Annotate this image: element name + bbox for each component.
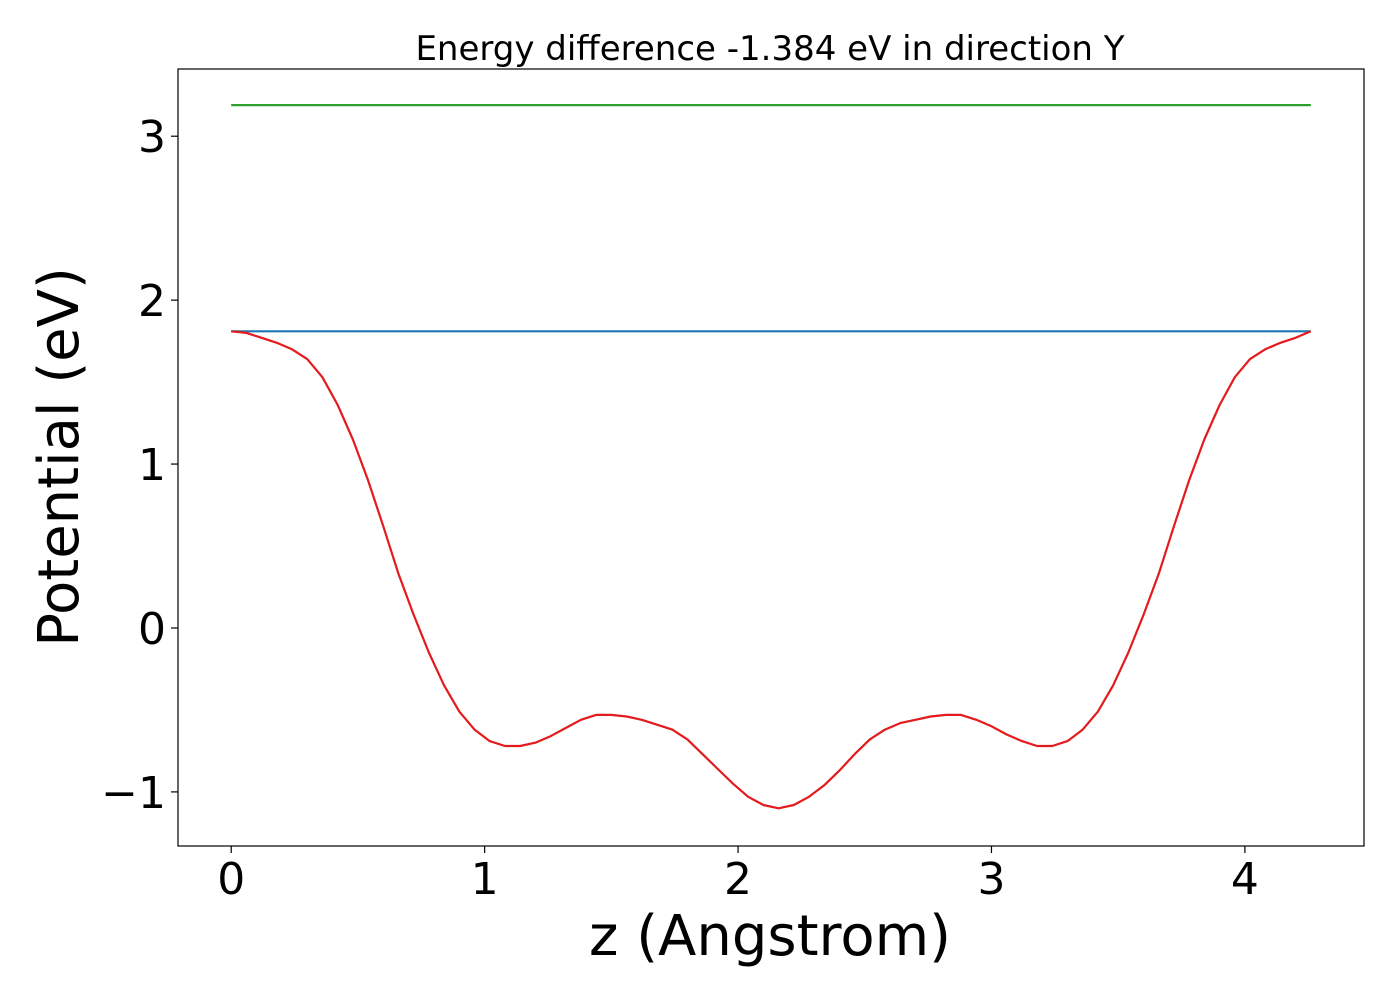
x-axis-label: z (Angstrom) — [589, 904, 951, 969]
y-tick-label: 0 — [138, 604, 166, 655]
y-tick-label: 1 — [138, 440, 166, 491]
x-tick-label: 0 — [217, 854, 245, 905]
x-tick-label: 2 — [724, 854, 752, 905]
y-tick-label: −1 — [101, 768, 166, 819]
y-axis: −1 0 1 2 3 — [101, 112, 178, 819]
plot-frame — [177, 68, 1365, 847]
y-tick-label: 3 — [138, 112, 166, 163]
chart-title: Energy difference -1.384 eV in direction… — [415, 29, 1124, 69]
x-axis: 0 1 2 3 4 — [217, 846, 1259, 905]
red-potential-curve — [231, 330, 1312, 810]
x-tick-label: 3 — [977, 854, 1005, 905]
y-axis-label: Potential (eV) — [27, 267, 92, 647]
y-tick-label: 2 — [138, 276, 166, 327]
x-tick-label: 4 — [1231, 854, 1259, 905]
plot-lines — [231, 103, 1312, 810]
x-tick-label: 1 — [471, 854, 499, 905]
